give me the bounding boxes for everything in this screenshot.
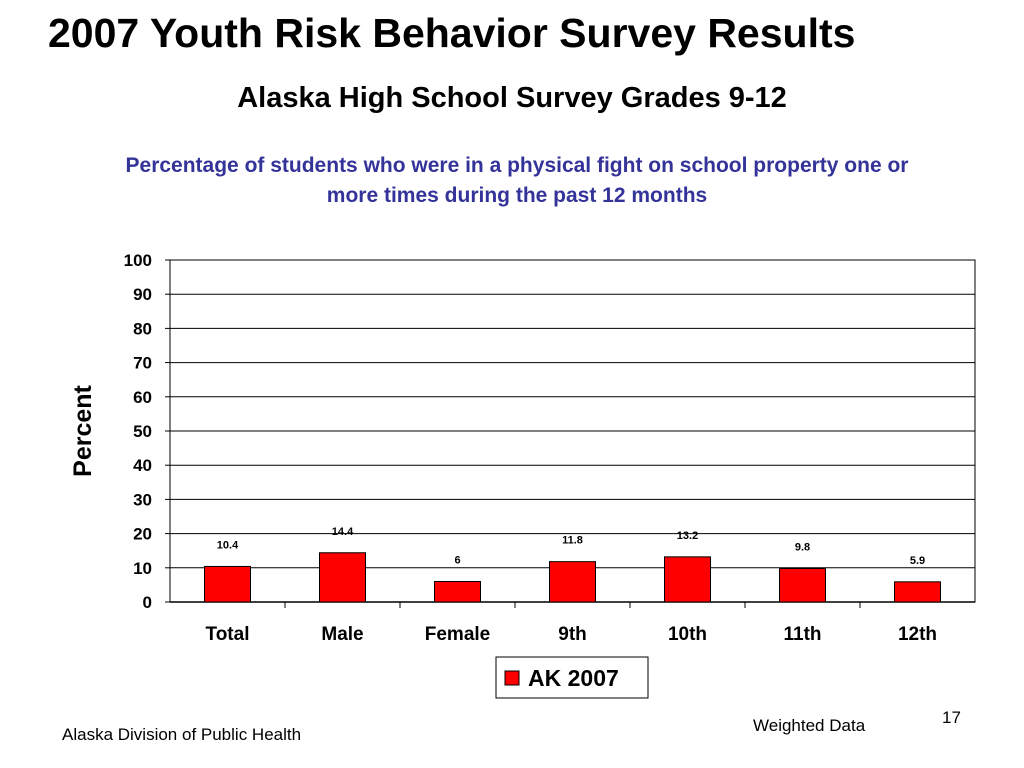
legend-label: AK 2007 bbox=[528, 665, 619, 691]
x-category-label: 10th bbox=[668, 624, 707, 645]
legend-box bbox=[495, 656, 649, 699]
y-tick-label: 70 bbox=[133, 354, 152, 373]
slide-title: 2007 Youth Risk Behavior Survey Results bbox=[48, 10, 856, 56]
y-tick-label: 10 bbox=[133, 559, 152, 578]
data-label: 9.8 bbox=[795, 541, 810, 553]
y-axis-label: Percent bbox=[69, 384, 97, 476]
y-tick-label: 80 bbox=[133, 319, 152, 338]
x-category-label: 9th bbox=[558, 624, 587, 645]
x-category-label: 11th bbox=[783, 624, 821, 645]
bar bbox=[319, 552, 366, 603]
y-tick-label: 30 bbox=[133, 490, 152, 509]
bar bbox=[434, 580, 481, 603]
y-tick-label: 0 bbox=[143, 593, 152, 612]
x-category-label: Male bbox=[321, 624, 363, 645]
x-category-label: 12th bbox=[898, 624, 937, 645]
bar bbox=[549, 561, 596, 603]
page-number: 17 bbox=[942, 708, 961, 727]
y-tick-label: 50 bbox=[133, 422, 152, 441]
y-tick-label: 20 bbox=[133, 525, 152, 544]
slide-subtitle: Alaska High School Survey Grades 9-12 bbox=[237, 82, 787, 114]
x-category-label: Female bbox=[425, 624, 490, 645]
y-tick-label: 60 bbox=[133, 388, 152, 407]
legend-swatch bbox=[504, 670, 520, 686]
data-label: 6 bbox=[454, 554, 460, 566]
data-label: 13.2 bbox=[677, 530, 698, 542]
data-label: 14.4 bbox=[332, 526, 354, 538]
bar bbox=[779, 567, 826, 603]
data-label: 5.9 bbox=[910, 555, 925, 567]
x-category-label: Total bbox=[206, 624, 250, 645]
bar bbox=[894, 581, 941, 603]
chart-title: Percentage of students who were in a phy… bbox=[125, 154, 909, 207]
footer-organization: Alaska Division of Public Health bbox=[62, 725, 302, 744]
data-label: 10.4 bbox=[217, 539, 239, 551]
bar bbox=[664, 556, 711, 603]
y-tick-label: 40 bbox=[133, 456, 152, 475]
y-tick-label: 100 bbox=[124, 251, 152, 270]
footer-weighted-note: Weighted Data bbox=[753, 716, 866, 735]
y-tick-label: 90 bbox=[133, 285, 152, 304]
data-label: 11.8 bbox=[562, 535, 583, 547]
bar bbox=[204, 565, 251, 603]
